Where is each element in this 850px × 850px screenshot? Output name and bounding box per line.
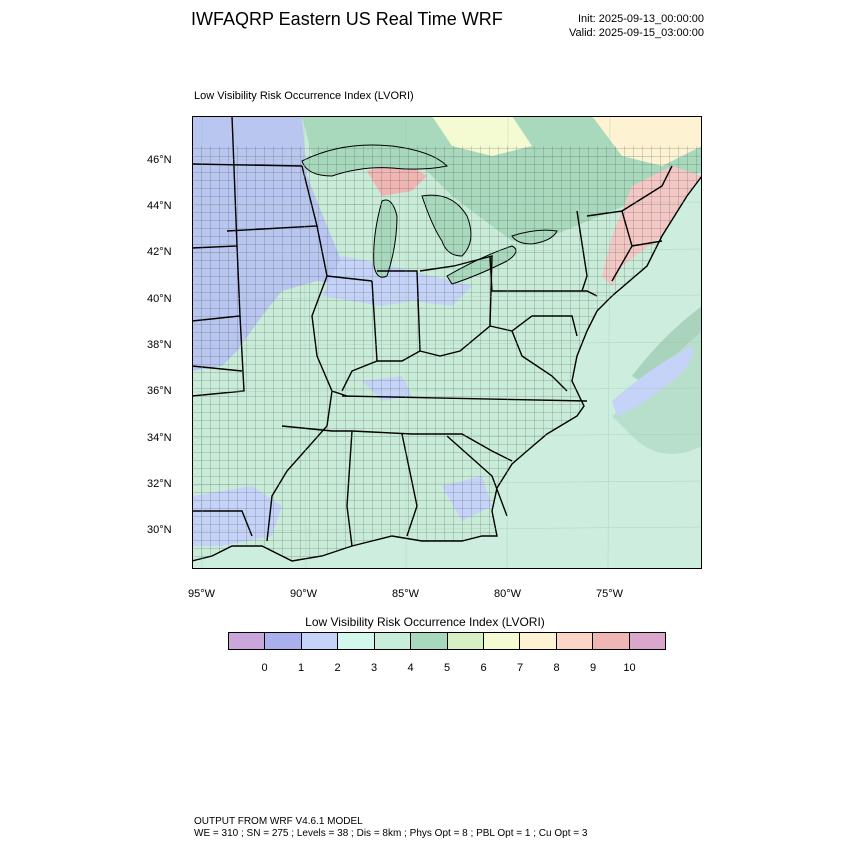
colorbar-swatch (520, 633, 557, 649)
colorbar-tick-label: 8 (553, 662, 560, 674)
lon-label: 95°W (188, 588, 216, 600)
colorbar (228, 632, 666, 650)
lon-label: 75°W (596, 588, 624, 600)
colorbar-tick-label: 3 (370, 662, 378, 674)
colorbar-tick-label: 7 (516, 662, 524, 674)
colorbar-tick-label: 5 (443, 662, 451, 674)
colorbar-swatch (447, 633, 484, 649)
colorbar-swatch (265, 633, 302, 649)
plot-title: IWFAQRP Eastern US Real Time WRF (191, 9, 503, 29)
lat-label: 36°N (147, 385, 172, 397)
colorbar-swatch (338, 633, 375, 649)
colorbar-title: Low Visibility Risk Occurrence Index (LV… (305, 615, 545, 629)
colorbar-swatch (556, 633, 594, 649)
lat-label: 32°N (147, 478, 172, 490)
colorbar-swatch (301, 633, 339, 649)
colorbar-swatch (411, 633, 448, 649)
lat-label: 38°N (147, 339, 172, 351)
state-boundaries (192, 116, 673, 547)
map-border (192, 116, 702, 569)
model-info-line1: OUTPUT FROM WRF V4.6.1 MODEL (194, 816, 363, 827)
lon-label: 80°W (494, 588, 522, 600)
model-info-line2: WE = 310 ; SN = 275 ; Levels = 38 ; Dis … (194, 828, 588, 839)
colorbar-tick-label: 6 (480, 662, 487, 674)
lon-label: 90°W (290, 588, 318, 600)
colorbar-tick-label: 2 (334, 662, 341, 674)
lat-label: 42°N (147, 246, 172, 258)
colorbar-tick-label: 0 (261, 662, 268, 674)
lat-label: 34°N (147, 432, 172, 444)
valid-time-label: Valid: 2025-09-15_03:00:00 (569, 27, 704, 39)
lat-label: 30°N (147, 524, 172, 536)
init-time-label: Init: 2025-09-13_00:00:00 (578, 13, 704, 25)
graticule (192, 116, 702, 569)
ocean-band (632, 306, 702, 386)
lon-label: 85°W (392, 588, 420, 600)
ocean-blue-patch (612, 346, 693, 416)
colorbar-swatch (483, 633, 521, 649)
map-panel (192, 116, 702, 569)
colorbar-swatch (374, 633, 412, 649)
colorbar-tick-label: 1 (297, 662, 305, 674)
colorbar-swatch (629, 633, 666, 649)
colorbar-swatch (593, 633, 630, 649)
lat-label: 46°N (147, 154, 172, 166)
lat-label: 44°N (147, 200, 172, 212)
colorbar-tick-label: 10 (623, 662, 636, 674)
lat-label: 40°N (147, 293, 172, 305)
map-subtitle: Low Visibility Risk Occurrence Index (LV… (194, 90, 414, 102)
colorbar-swatch (229, 633, 266, 649)
map-svg (192, 116, 702, 569)
colorbar-tick-label: 9 (589, 662, 597, 674)
colorbar-tick-label: 4 (407, 662, 414, 674)
